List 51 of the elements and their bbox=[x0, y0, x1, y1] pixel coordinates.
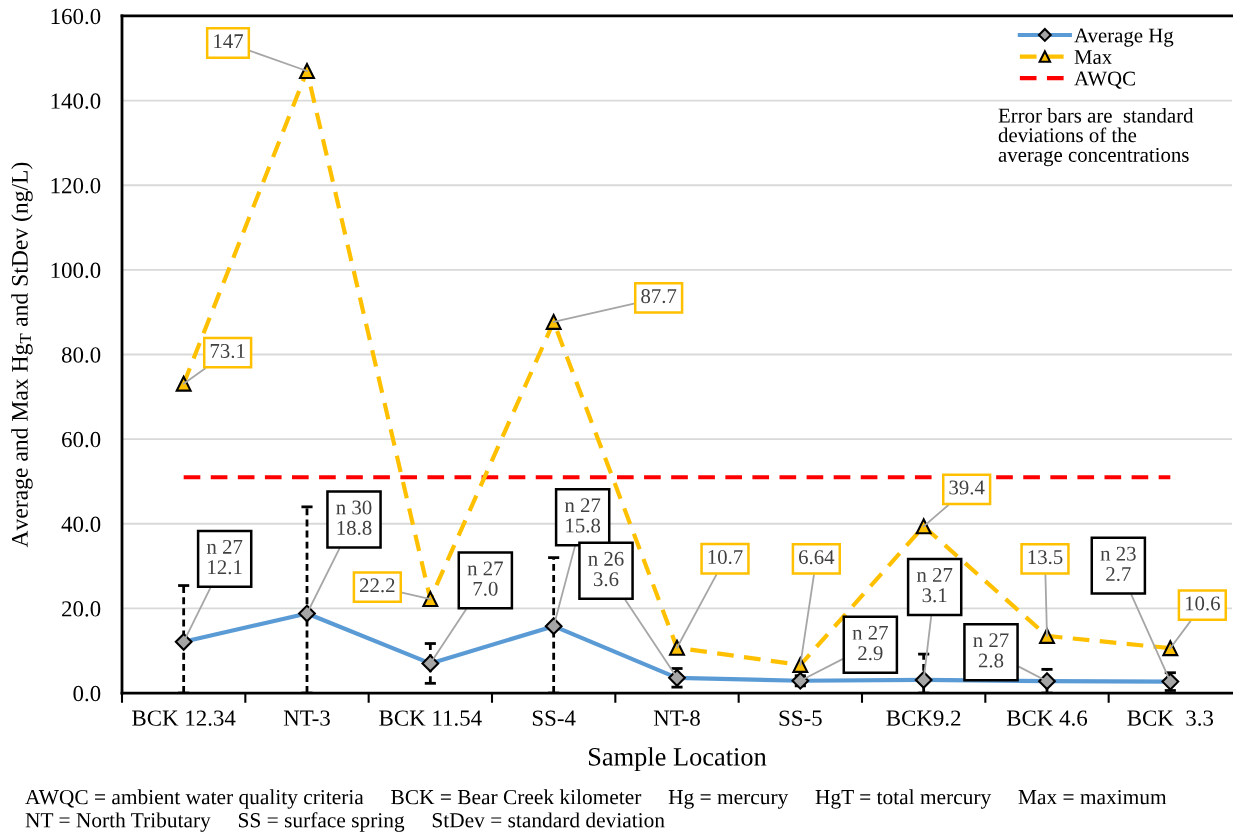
legend-label: Max bbox=[1074, 50, 1112, 65]
point bbox=[915, 518, 932, 535]
y-tick-label: 100.0 bbox=[51, 262, 101, 279]
point bbox=[299, 63, 315, 79]
data-label: 10.6 bbox=[1185, 596, 1220, 611]
y-tick-label: 60.0 bbox=[62, 431, 101, 448]
data-label: 39.4 bbox=[949, 480, 985, 495]
x-tick-label: BCK9.2 bbox=[886, 710, 961, 726]
data-label: 10.7 bbox=[708, 549, 743, 565]
text: NT = North Tributary SS = surface spring StDev = standard deviation bbox=[25, 812, 665, 832]
y-tick-label: 80.0 bbox=[61, 347, 101, 363]
point bbox=[669, 639, 685, 656]
data-label: n 27 2.8 bbox=[973, 633, 1009, 668]
x-tick-label: NT-3 bbox=[283, 710, 330, 726]
x-axis-title: Sample Location bbox=[588, 747, 767, 772]
point bbox=[1162, 640, 1179, 657]
x-tick-label: BCK 4.6 bbox=[1006, 710, 1088, 726]
data-label: n 30 18.8 bbox=[336, 500, 372, 535]
x-tick-label: BCK 3.3 bbox=[1127, 710, 1214, 726]
data-label: n 26 3.6 bbox=[588, 551, 624, 587]
data-label: n 27 12.1 bbox=[206, 539, 243, 575]
point bbox=[422, 591, 439, 608]
text: AWQC = ambient water quality criteria BCK = Bear Creek kilometer Hg = mercury HgT = total mercury Max = maximum bbox=[25, 789, 1167, 809]
data-label: 147 bbox=[214, 34, 244, 48]
x-tick-label: BCK 11.54 bbox=[379, 710, 482, 726]
x-tick-label: BCK 12.34 bbox=[132, 710, 236, 726]
y-tick-label: 140.0 bbox=[51, 93, 101, 109]
annotation: Error bars are standard deviations of the average concentrations bbox=[998, 108, 1194, 167]
y-tick-label: 120.0 bbox=[51, 177, 101, 194]
data-label: n 27 2.9 bbox=[852, 625, 888, 661]
data-label: 87.7 bbox=[641, 289, 677, 304]
data-label: n 27 3.1 bbox=[916, 567, 953, 603]
legend-label: AWQC bbox=[1074, 71, 1135, 89]
legend-label: Average Hg bbox=[1074, 28, 1174, 47]
data-label: 13.5 bbox=[1028, 550, 1063, 565]
x-tick-label: SS-4 bbox=[532, 710, 576, 726]
data-label: n 23 2.7 bbox=[1100, 546, 1136, 582]
point bbox=[545, 313, 562, 330]
x-tick-label: NT-8 bbox=[653, 710, 700, 726]
data-label: 22.2 bbox=[360, 578, 395, 593]
y-tick-label: 40.0 bbox=[61, 516, 101, 533]
x-tick-label: SS-5 bbox=[779, 710, 822, 726]
data-label: 73.1 bbox=[210, 343, 245, 359]
data-label: n 27 15.8 bbox=[564, 498, 601, 533]
y-axis-title: Average and Max Hg$_{T}$ and StDev (ng/L) bbox=[11, 162, 33, 548]
point bbox=[175, 375, 192, 392]
y-tick-label: 20.0 bbox=[62, 601, 101, 617]
y-tick-label: 0.0 bbox=[73, 685, 101, 702]
y-tick-label: 160.0 bbox=[51, 8, 101, 25]
data-label: n 27 7.0 bbox=[467, 561, 503, 596]
data-label: 6.64 bbox=[799, 550, 835, 565]
